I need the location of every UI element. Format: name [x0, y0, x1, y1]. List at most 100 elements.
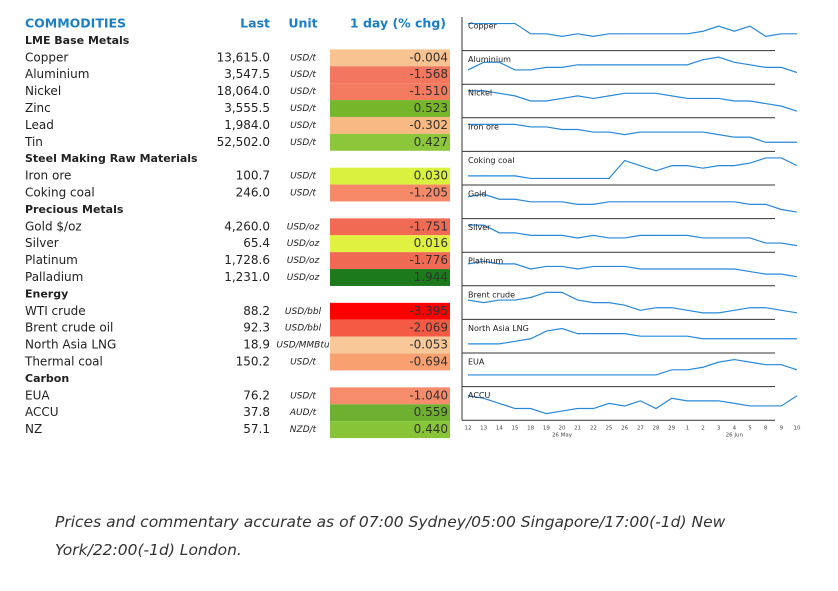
change-value: -1.510	[409, 84, 448, 98]
date-tick: 19	[543, 426, 550, 432]
sparkline-label: Aluminium	[468, 55, 511, 64]
header-unit: Unit	[288, 16, 317, 31]
change-cell	[330, 336, 450, 354]
change-cell	[330, 133, 450, 151]
date-tick: 25	[606, 426, 613, 432]
date-tick: 1	[686, 426, 690, 432]
commodity-name: Silver	[25, 236, 59, 250]
last-price: 3,547.5	[224, 67, 270, 81]
commodity-name: Tin	[24, 135, 43, 149]
footnote: Prices and commentary accurate as of 07:…	[55, 513, 726, 559]
unit: USD/t	[290, 138, 316, 148]
last-price: 1,231.0	[224, 270, 270, 284]
last-price: 3,555.5	[224, 101, 270, 115]
last-price: 13,615.0	[217, 50, 270, 64]
unit: USD/bbl	[285, 324, 322, 334]
sparkline-label: Copper	[468, 22, 498, 31]
commodity-name: Nickel	[25, 84, 61, 98]
change-value: 0.427	[414, 135, 448, 149]
commodity-name: Thermal coal	[24, 355, 103, 369]
unit: NZD/t	[290, 425, 317, 435]
change-cell	[330, 83, 450, 101]
sparkline	[468, 22, 797, 37]
change-cell	[330, 252, 450, 270]
last-price: 57.1	[243, 422, 270, 436]
change-cell	[330, 319, 450, 337]
header-last: Last	[240, 16, 270, 31]
unit: USD/t	[290, 358, 316, 368]
header-change: 1 day (% chg)	[350, 16, 446, 31]
last-price: 18,064.0	[217, 84, 270, 98]
unit: USD/t	[290, 121, 316, 131]
unit: USD/t	[290, 70, 316, 80]
sparkline	[468, 358, 798, 376]
sparkline	[468, 157, 798, 180]
change-value: -1.040	[409, 388, 448, 402]
sparkline-label: ACCU	[468, 391, 491, 400]
sparkline-label: Iron ore	[468, 122, 499, 131]
month-label: 26 Jun	[726, 433, 744, 439]
unit: USD/t	[290, 87, 316, 97]
last-price: 65.4	[243, 236, 270, 250]
date-tick: 5	[748, 426, 752, 432]
sparkline	[468, 123, 797, 143]
commodity-name: EUA	[25, 388, 50, 402]
header-title: COMMODITIES	[25, 16, 126, 31]
last-price: 4,260.0	[224, 219, 270, 233]
date-tick: 28	[653, 426, 660, 432]
change-value: -1.568	[409, 67, 448, 81]
date-tick: 13	[480, 426, 487, 432]
date-tick: 3	[717, 426, 721, 432]
change-cell	[330, 184, 450, 202]
change-value: -0.053	[409, 338, 448, 352]
sparkline	[468, 224, 798, 247]
date-tick: 26	[621, 426, 628, 432]
sparkline	[468, 90, 798, 112]
group-heading: LME Base Metals	[25, 34, 130, 47]
commodities-table: COMMODITIES Last Unit 1 day (% chg) LME …	[24, 16, 801, 439]
last-price: 1,984.0	[224, 118, 270, 132]
sparkline-label: Brent crude	[468, 290, 515, 299]
commodity-name: Copper	[25, 50, 68, 64]
last-price: 92.3	[243, 321, 270, 335]
group-heading: Carbon	[25, 372, 69, 385]
last-price: 100.7	[236, 169, 270, 183]
change-value: -2.069	[409, 321, 448, 335]
sparkline	[467, 291, 798, 314]
change-value: 0.523	[414, 101, 448, 115]
commodity-name: Coking coal	[25, 186, 95, 200]
change-cell	[330, 387, 450, 405]
date-tick: 12	[465, 426, 472, 432]
unit: USD/t	[290, 189, 316, 199]
unit: USD/t	[290, 172, 316, 182]
sparkline	[468, 327, 797, 345]
unit: USD/t	[290, 104, 316, 114]
change-value: -1.751	[409, 219, 448, 233]
last-price: 76.2	[243, 388, 270, 402]
change-cell	[330, 404, 450, 422]
sparkline	[467, 260, 798, 278]
change-cell	[330, 66, 450, 84]
group-heading: Energy	[25, 287, 68, 300]
sparkline-label: Coking coal	[468, 156, 514, 165]
date-tick: 15	[512, 426, 519, 432]
change-value: 1.944	[414, 270, 448, 284]
date-tick: 29	[668, 426, 675, 432]
change-cell	[330, 353, 450, 371]
commodity-name: Lead	[25, 118, 54, 132]
change-cell	[330, 269, 450, 286]
change-cell	[330, 100, 450, 117]
group-heading: Precious Metals	[25, 203, 124, 216]
month-label: 26 May	[552, 433, 573, 439]
unit: USD/MMBtu	[276, 341, 329, 351]
commodity-name: Platinum	[25, 253, 78, 267]
date-tick: 2	[701, 426, 705, 432]
sparkline-label: Gold	[468, 190, 486, 199]
change-value: 0.440	[414, 422, 448, 436]
change-cell	[330, 421, 450, 439]
change-value: 0.016	[414, 236, 448, 250]
last-price: 246.0	[236, 186, 270, 200]
date-tick: 9	[780, 426, 784, 432]
sparkline-label: North Asia LNG	[468, 324, 529, 333]
